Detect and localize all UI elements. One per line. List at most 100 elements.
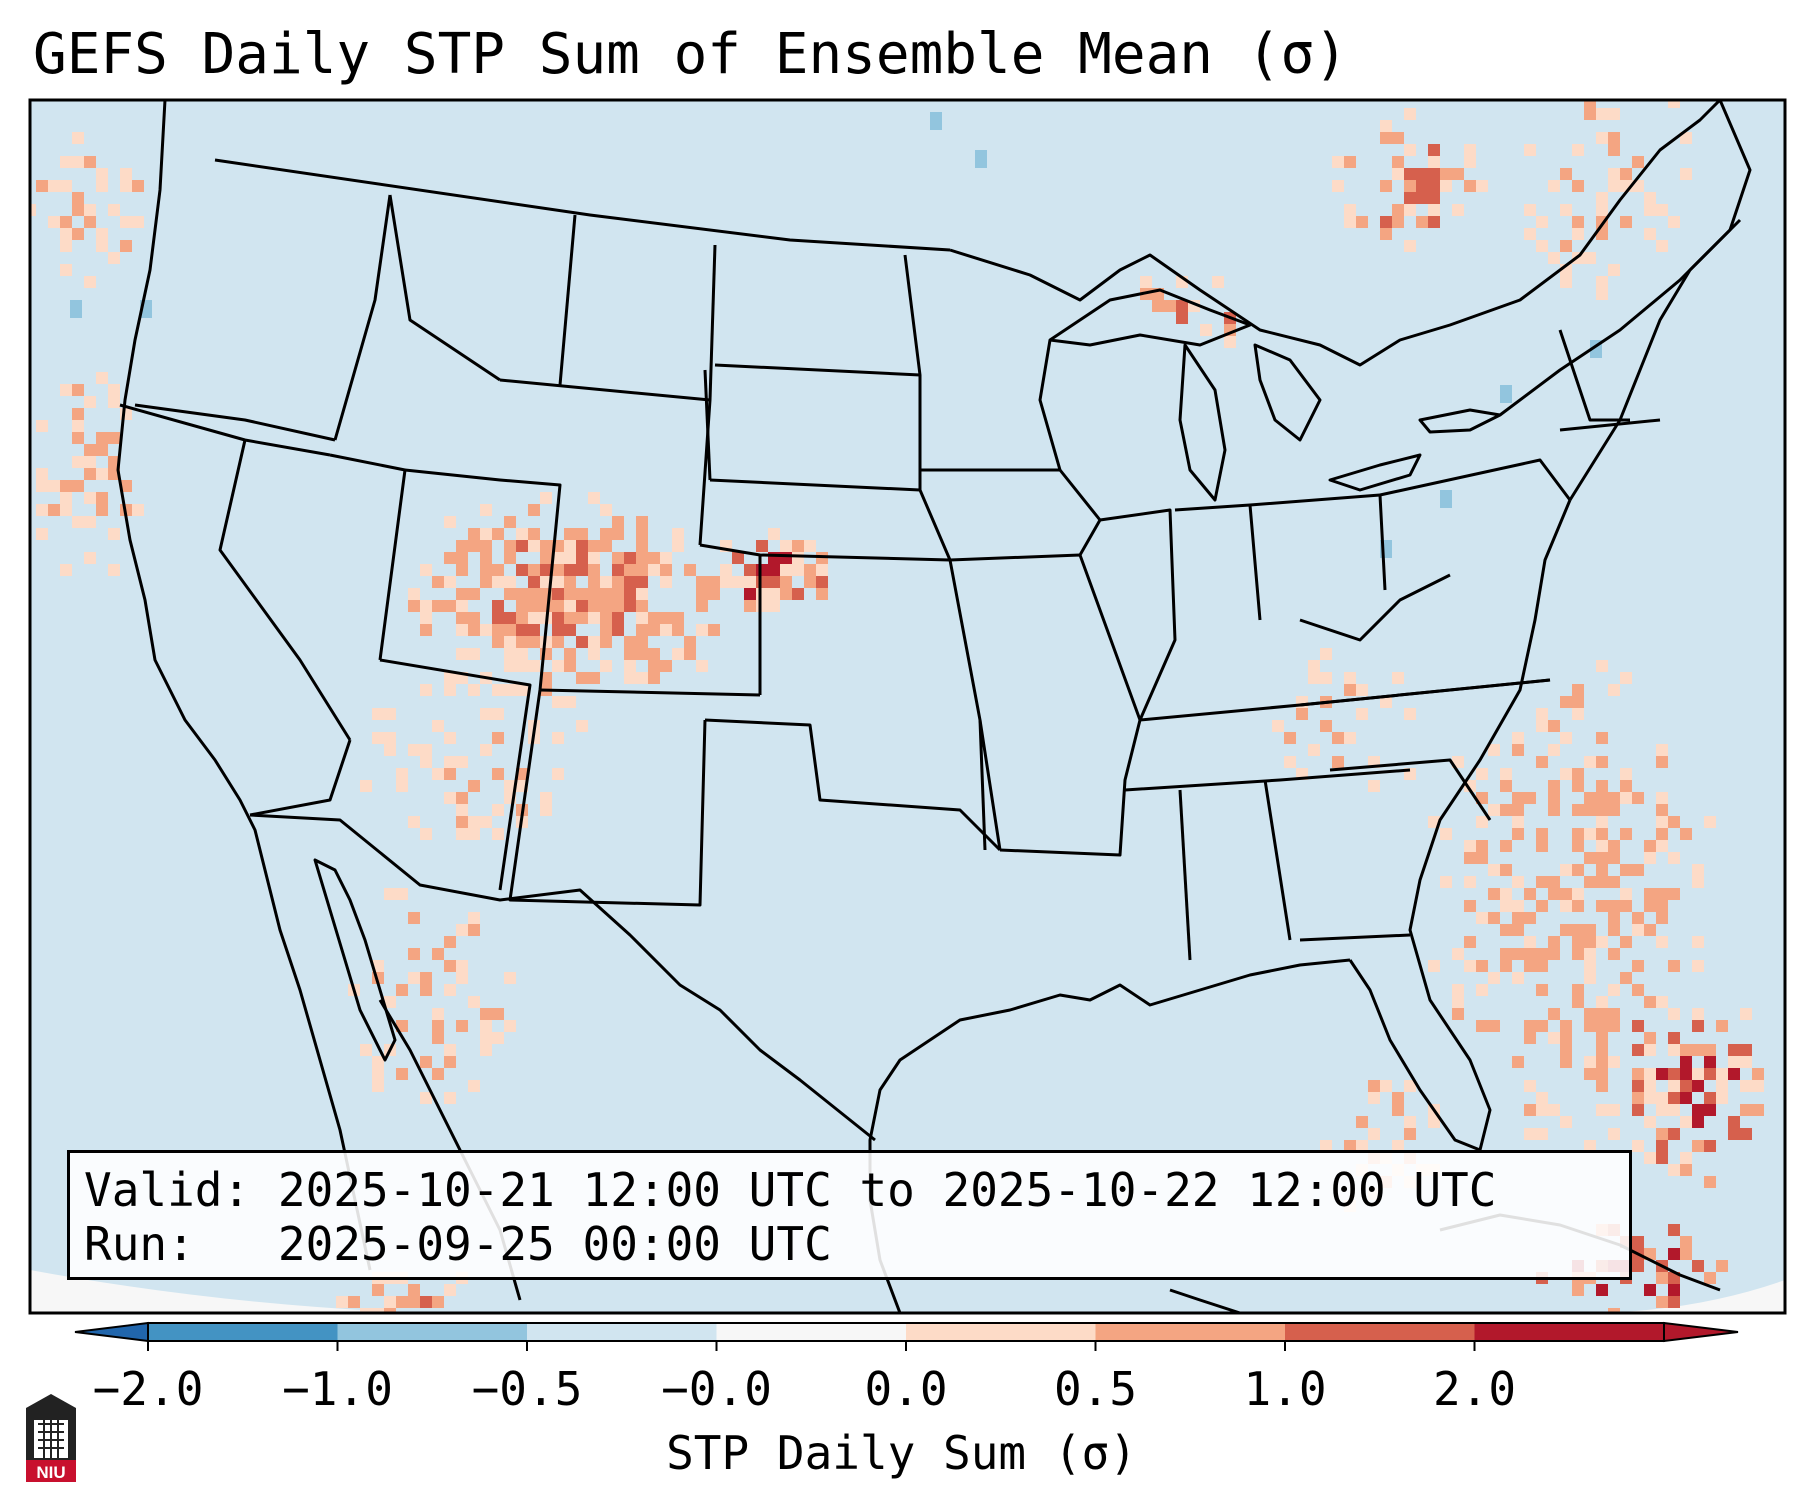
stp-cell bbox=[1404, 240, 1416, 252]
stp-cell bbox=[1596, 1032, 1608, 1044]
stp-cell bbox=[492, 600, 504, 612]
stp-cell bbox=[444, 732, 456, 744]
stp-cell bbox=[1572, 1284, 1584, 1296]
ar-la-border bbox=[999, 719, 1142, 857]
stp-cell bbox=[1608, 144, 1620, 156]
stp-cell bbox=[1584, 1068, 1596, 1080]
stp-cell bbox=[1656, 996, 1668, 1008]
stp-cell bbox=[456, 540, 468, 552]
stp-cell bbox=[1668, 1080, 1680, 1092]
stp-cell bbox=[1548, 792, 1560, 804]
stp-cell bbox=[1632, 1080, 1644, 1092]
stp-cell bbox=[444, 516, 456, 528]
state-borders bbox=[119, 194, 1661, 961]
stp-cell bbox=[1608, 1104, 1620, 1116]
stp-cell bbox=[1596, 780, 1608, 792]
colorbar-segment bbox=[716, 1323, 906, 1341]
stp-cell bbox=[1608, 684, 1620, 696]
stp-cell bbox=[1656, 1152, 1668, 1164]
stp-cell bbox=[1608, 804, 1620, 816]
stp-cell bbox=[84, 492, 96, 504]
stp-cell bbox=[1476, 840, 1488, 852]
stp-cell bbox=[1608, 1008, 1620, 1020]
colorbar-tick-label: −0.5 bbox=[471, 1362, 583, 1416]
stp-cell bbox=[456, 804, 468, 816]
stp-cell bbox=[492, 1032, 504, 1044]
stp-cell bbox=[648, 564, 660, 576]
stp-cell bbox=[1380, 120, 1392, 132]
stp-cell bbox=[1692, 1044, 1704, 1056]
lake-michigan bbox=[1178, 343, 1227, 502]
stp-cell bbox=[1620, 216, 1632, 228]
stp-cell bbox=[1656, 816, 1668, 828]
stp-cell bbox=[444, 1092, 456, 1104]
stp-cell bbox=[1212, 276, 1224, 288]
stp-cell bbox=[1332, 156, 1344, 168]
stp-cell bbox=[1716, 1080, 1728, 1092]
stp-cell bbox=[1536, 756, 1548, 768]
stp-cell bbox=[1512, 876, 1524, 888]
stp-cell bbox=[1692, 864, 1704, 876]
baja-coastline bbox=[313, 858, 397, 1062]
colorbar-extend-under bbox=[74, 1321, 149, 1343]
stp-cell bbox=[1500, 948, 1512, 960]
stp-cell bbox=[1572, 708, 1584, 720]
stp-cell bbox=[420, 564, 432, 576]
stp-cell bbox=[708, 624, 720, 636]
stp-cell bbox=[624, 552, 636, 564]
stp-cell bbox=[492, 1008, 504, 1020]
st-lawrence bbox=[1499, 218, 1742, 417]
stp-cell bbox=[1620, 672, 1632, 684]
stp-cell bbox=[1644, 996, 1656, 1008]
stp-cell bbox=[1680, 828, 1692, 840]
stp-cell bbox=[1752, 1080, 1764, 1092]
stp-cell bbox=[1344, 204, 1356, 216]
stp-cell bbox=[372, 732, 384, 744]
stp-cell bbox=[1740, 1128, 1752, 1140]
valid-run-info-box: Valid: 2025-10-21 12:00 UTC to 2025-10-2… bbox=[67, 1150, 1632, 1280]
stp-cell bbox=[408, 744, 420, 756]
stp-cell bbox=[1656, 756, 1668, 768]
al-ga-border bbox=[1263, 779, 1292, 941]
stp-cell bbox=[1560, 1020, 1572, 1032]
stp-cell bbox=[1536, 720, 1548, 732]
stp-cell bbox=[492, 768, 504, 780]
stp-cell bbox=[648, 672, 660, 684]
stp-cell bbox=[1752, 1104, 1764, 1116]
stp-cell bbox=[588, 540, 600, 552]
stp-cell bbox=[1644, 204, 1656, 216]
stp-cell bbox=[1584, 1140, 1596, 1152]
stp-cell bbox=[1536, 1104, 1548, 1116]
stp-cell bbox=[1728, 1116, 1740, 1128]
stp-cell bbox=[1404, 1116, 1416, 1128]
stp-cell bbox=[1740, 1080, 1752, 1092]
stp-cell bbox=[1308, 660, 1320, 672]
stp-cell bbox=[84, 516, 96, 528]
stp-cell bbox=[108, 432, 120, 444]
stp-cell bbox=[492, 684, 504, 696]
stp-cell bbox=[624, 648, 636, 660]
stp-cell bbox=[1596, 1020, 1608, 1032]
stp-cell bbox=[420, 1056, 432, 1068]
stp-cell bbox=[804, 540, 816, 552]
stp-cell bbox=[564, 624, 576, 636]
stp-cell bbox=[648, 660, 660, 672]
ny-vt-nh bbox=[1558, 329, 1630, 422]
stp-cell bbox=[648, 624, 660, 636]
ks-ne-border bbox=[699, 543, 951, 562]
stp-cell bbox=[1596, 276, 1608, 288]
stp-cell bbox=[1620, 888, 1632, 900]
stp-cell bbox=[1572, 996, 1584, 1008]
stp-cell bbox=[1380, 216, 1392, 228]
stp-cell bbox=[1368, 1092, 1380, 1104]
stp-cell bbox=[1584, 792, 1596, 804]
stp-cell bbox=[96, 504, 108, 516]
stp-cell bbox=[1512, 804, 1524, 816]
stp-cell bbox=[600, 588, 612, 600]
stp-cell bbox=[1656, 840, 1668, 852]
stp-cell bbox=[1560, 1044, 1572, 1056]
stp-cell bbox=[408, 588, 420, 600]
stp-cell bbox=[1596, 1080, 1608, 1092]
stp-cell bbox=[468, 828, 480, 840]
stp-cell bbox=[1668, 816, 1680, 828]
